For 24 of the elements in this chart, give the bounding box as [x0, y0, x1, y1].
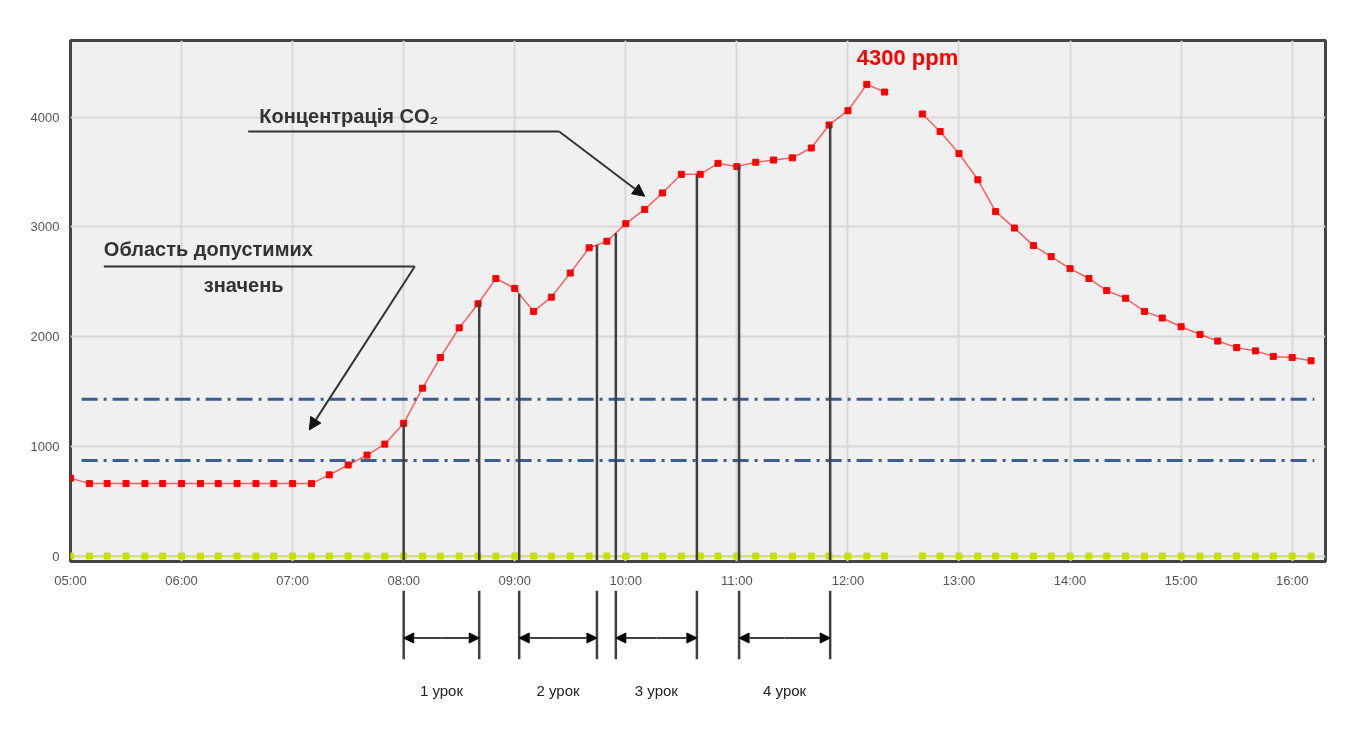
y-tick-label: 3000 — [30, 219, 60, 235]
annotation: Область допустимих значень — [103, 237, 313, 297]
x-tick-label: 15:00 — [1164, 572, 1198, 588]
y-tick-label: 4000 — [30, 109, 60, 125]
text: 3 урок — [634, 682, 679, 699]
x-tick-label: 16:00 — [1275, 572, 1309, 588]
text: 4 урок — [763, 682, 807, 699]
x-tick-label: 08:00 — [387, 572, 420, 588]
y-tick-label: 0 — [52, 548, 60, 564]
x-tick-label: 10:00 — [609, 572, 643, 588]
x-tick-label: 14:00 — [1053, 572, 1087, 588]
x-tick-label: 06:00 — [165, 572, 198, 588]
text: 1 урок — [419, 682, 464, 699]
x-tick-label: 12:00 — [831, 572, 865, 588]
text: 2 урок — [536, 682, 581, 699]
y-tick-label: 1000 — [30, 438, 60, 454]
x-tick-label: 09:00 — [498, 572, 532, 588]
annotation: 4300 ppm — [856, 45, 959, 71]
y-tick-label: 2000 — [30, 329, 60, 345]
annotation: Концентрація CO₂ — [259, 105, 439, 128]
x-tick-label: 07:00 — [276, 572, 309, 588]
x-tick-label: 05:00 — [54, 572, 87, 588]
x-tick-label: 13:00 — [942, 572, 976, 588]
x-tick-label: 11:00 — [721, 572, 753, 588]
